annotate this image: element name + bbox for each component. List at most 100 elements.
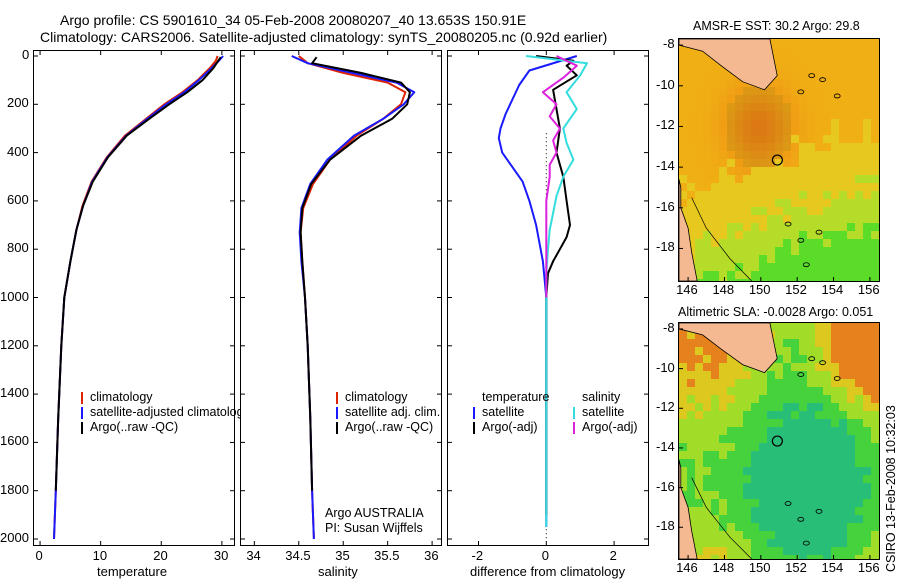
heatmap-cell [719,499,728,508]
heatmap-cell [719,419,728,428]
heatmap-cell [727,271,736,280]
heatmap-cell [783,523,792,532]
heatmap-cell [687,175,696,184]
heatmap-cell [831,151,840,160]
heatmap-cell [847,499,856,508]
heatmap-cell [775,223,784,232]
heatmap-cell [751,531,760,540]
heatmap-cell [775,419,784,428]
heatmap-cell [863,279,872,281]
heatmap-cell [695,263,704,272]
heatmap-cell [863,55,872,64]
heatmap-cell [807,323,816,332]
heatmap-cell [799,419,808,428]
heatmap-cell [807,523,816,532]
heatmap-cell [823,499,832,508]
heatmap-cell [743,199,752,208]
heatmap-cell [743,555,752,559]
heatmap-cell [855,159,864,168]
heatmap-cell [775,435,784,444]
heatmap-cell [847,347,856,356]
heatmap-cell [735,539,744,548]
heatmap-cell [743,279,752,281]
heatmap-cell [743,539,752,548]
heatmap-cell [791,363,800,372]
heatmap-cell [847,395,856,404]
heatmap-cell [719,363,728,372]
heatmap-cell [855,467,864,476]
heatmap-cell [823,175,832,184]
heatmap-cell [807,355,816,364]
heatmap-cell [839,215,848,224]
heatmap-cell [743,387,752,396]
heatmap-cell [791,167,800,176]
legend-label: satellite [582,405,625,419]
heatmap-cell [839,347,848,356]
heatmap-cell [751,143,760,152]
heatmap-cell [767,323,776,332]
heatmap-cell [847,175,856,184]
heatmap-cell [823,247,832,256]
heatmap-cell [863,215,872,224]
heatmap-cell [751,207,760,216]
heatmap-cell [687,87,696,96]
heatmap-cell [847,255,856,264]
heatmap-cell [743,119,752,128]
heatmap-cell [799,331,808,340]
heatmap-cell [695,167,704,176]
heatmap-cell [679,151,688,160]
heatmap-cell [783,247,792,256]
heatmap-cell [831,127,840,136]
heatmap-cell [727,159,736,168]
heatmap-cell [759,127,768,136]
heatmap-cell [839,79,848,88]
heatmap-cell [791,483,800,492]
heatmap-cell [727,435,736,444]
heatmap-cell [711,231,720,240]
heatmap-cell [855,435,864,444]
heatmap-cell [711,539,720,548]
heatmap-cell [727,531,736,540]
heatmap-cell [847,547,856,556]
credit-timestamp: CSIRO 13-Feb-2008 10:32:03 [884,405,898,572]
heatmap-cell [687,63,696,72]
heatmap-cell [767,87,776,96]
x-tick-label: 0 [35,548,43,563]
heatmap-cell [751,435,760,444]
heatmap-cell [783,231,792,240]
heatmap-cell [839,515,848,524]
heatmap-cell [695,531,704,540]
heatmap-cell [679,175,688,184]
heatmap-cell [767,151,776,160]
heatmap-cell [823,515,832,524]
island-outline [784,221,792,227]
heatmap-cell [823,363,832,372]
heatmap-cell [703,379,712,388]
heatmap-cell [767,223,776,232]
y-tick-label: -18 [656,518,675,534]
heatmap-cell [703,127,712,136]
heatmap-cell [791,255,800,264]
heatmap-cell [767,183,776,192]
heatmap-cell [695,371,704,380]
heatmap-cell [871,523,879,532]
heatmap-cell [847,47,856,56]
heatmap-cell [815,47,824,56]
series-line [54,56,222,491]
heatmap-cell [727,191,736,200]
heatmap-cell [791,175,800,184]
heatmap-cell [767,239,776,248]
heatmap-cell [799,119,808,128]
series-line [525,55,588,527]
heatmap-cell [679,467,688,476]
heatmap-cell [711,531,720,540]
heatmap-cell [727,451,736,460]
heatmap-cell [711,111,720,120]
heatmap-cell [759,435,768,444]
heatmap-cell [695,55,704,64]
heatmap-cell [807,271,816,280]
heatmap-cell [823,151,832,160]
heatmap-cell [679,371,688,380]
heatmap-cell [695,355,704,364]
heatmap-cell [815,467,824,476]
